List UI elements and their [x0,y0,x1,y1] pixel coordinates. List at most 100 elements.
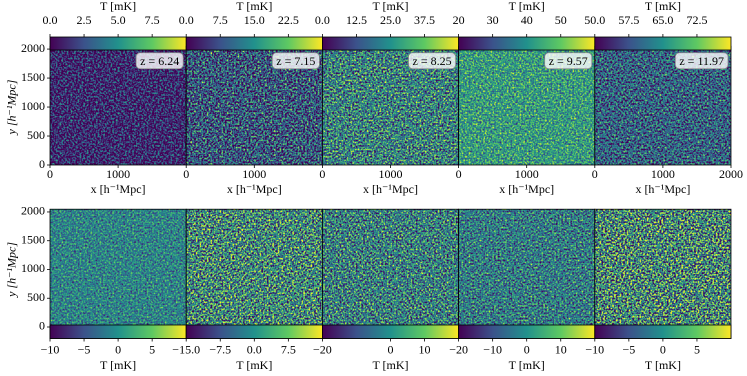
colorbar-tick-label: −10 [41,342,60,356]
colorbar-label: T [mK] [372,0,408,13]
colorbar-tick-label: 5 [149,342,155,356]
annotation: z = 9.57 [549,54,588,68]
colorbar [458,36,596,51]
colorbar-tick-label: 65.0 [652,13,673,27]
x-axis-label: x [h⁻¹Mpc] [227,182,282,196]
colorbar-tick-label: −20 [313,342,332,356]
map-image [50,209,187,339]
x-tick-label: 1000 [651,167,675,181]
map-image [186,209,323,339]
colorbar [321,36,459,51]
x-axis-label: x [h⁻¹Mpc] [363,182,418,196]
y-tick-label: 2000 [21,204,45,218]
y-tick-label: 0 [39,319,45,333]
map-image [322,209,459,339]
annotation: z = 6.24 [140,54,179,68]
y-axis-label: y [h⁻¹Mpc] [5,79,19,135]
colorbar-tick-label: 50.0 [584,13,605,27]
colorbar-tick-label: −10 [585,342,604,356]
x-tick-label: 0 [592,167,598,181]
annotation-box [271,52,320,70]
colorbar [49,324,187,339]
colorbar-tick-label: 7.5 [213,13,228,27]
annotation: z = 8.25 [413,54,452,68]
colorbar-tick-label: 7.5 [145,13,160,27]
colorbar-label: T [mK] [236,358,272,372]
y-tick-label: 1000 [21,99,45,113]
y-tick-label: 1500 [21,232,45,246]
colorbar-tick-label: 2.5 [77,13,92,27]
colorbar-label: T [mK] [100,0,136,13]
annotation-box [544,52,593,70]
annotation: z = 7.15 [276,54,315,68]
x-tick-label: 0 [47,167,53,181]
colorbar-tick-label: 12.5 [346,13,367,27]
colorbar-tick-label: 50 [555,13,567,27]
x-axis-label: x [h⁻¹Mpc] [635,182,690,196]
colorbar-tick-label: −5 [78,342,91,356]
colorbar-tick-label: 25.0 [380,13,401,27]
colorbar-tick-label: 57.5 [618,13,639,27]
annotation: z = 11.97 [679,54,724,68]
colorbar-tick-label: 22.5 [278,13,299,27]
map-image [594,209,731,339]
colorbar-tick-label: 0 [388,342,394,356]
y-tick-label: 1500 [21,70,45,84]
x-axis-label: x [h⁻¹Mpc] [91,182,146,196]
colorbar-tick-label: −7.5 [209,342,231,356]
colorbar [185,36,323,51]
colorbar-tick-label: 0.0 [247,342,262,356]
colorbar [49,36,187,51]
colorbar [185,324,323,339]
colorbar-tick-label: −10 [483,342,502,356]
colorbar-tick-label: 30 [487,13,499,27]
colorbar-tick-label: 72.5 [686,13,707,27]
x-tick-label: 1000 [379,167,403,181]
x-tick-label: 0 [456,167,462,181]
colorbar-tick-label: 0.0 [43,13,58,27]
x-tick-label: 1000 [106,167,130,181]
colorbar-tick-label: 37.5 [414,13,435,27]
colorbar-label: T [mK] [509,0,545,13]
colorbar-label: T [mK] [509,358,545,372]
colorbar-tick-label: −5 [622,342,635,356]
colorbar-tick-label: 5.0 [111,13,126,27]
colorbar-tick-label: 0 [660,342,666,356]
x-tick-label: 1000 [515,167,539,181]
colorbar-label: T [mK] [372,358,408,372]
x-tick-label: 0 [319,167,325,181]
colorbar-tick-label: 7.5 [281,342,296,356]
y-axis-label: y [h⁻¹Mpc] [5,242,19,298]
colorbar-label: T [mK] [645,358,681,372]
map-image [458,209,595,339]
colorbar [321,324,459,339]
x-axis-label: x [h⁻¹Mpc] [499,182,554,196]
colorbar-tick-label: 0 [115,342,121,356]
annotation-box [674,52,729,70]
colorbar-tick-label: 5 [694,342,700,356]
colorbar-tick-label: −20 [449,342,468,356]
colorbar-label: T [mK] [645,0,681,13]
colorbar [594,324,732,339]
colorbar-tick-label: 0 [524,342,530,356]
colorbar-tick-label: 10 [419,342,431,356]
colorbar-label: T [mK] [100,358,136,372]
y-tick-label: 500 [27,290,45,304]
y-tick-label: 500 [27,128,45,142]
colorbar-tick-label: 20 [453,13,465,27]
colorbar-tick-label: 0.0 [315,13,330,27]
y-tick-label: 2000 [21,41,45,55]
colorbar-tick-label: 10 [555,342,567,356]
colorbar-tick-label: 15.0 [244,13,265,27]
x-tick-label: 1000 [242,167,266,181]
y-tick-label: 0 [39,157,45,171]
colorbar [594,36,732,51]
colorbar-label: T [mK] [236,0,272,13]
annotation-box [408,52,457,70]
y-tick-label: 1000 [21,261,45,275]
x-tick-label: 0 [183,167,189,181]
colorbar-tick-label: 40 [521,13,533,27]
colorbar-tick-label: −15.0 [172,342,200,356]
colorbar [458,324,596,339]
